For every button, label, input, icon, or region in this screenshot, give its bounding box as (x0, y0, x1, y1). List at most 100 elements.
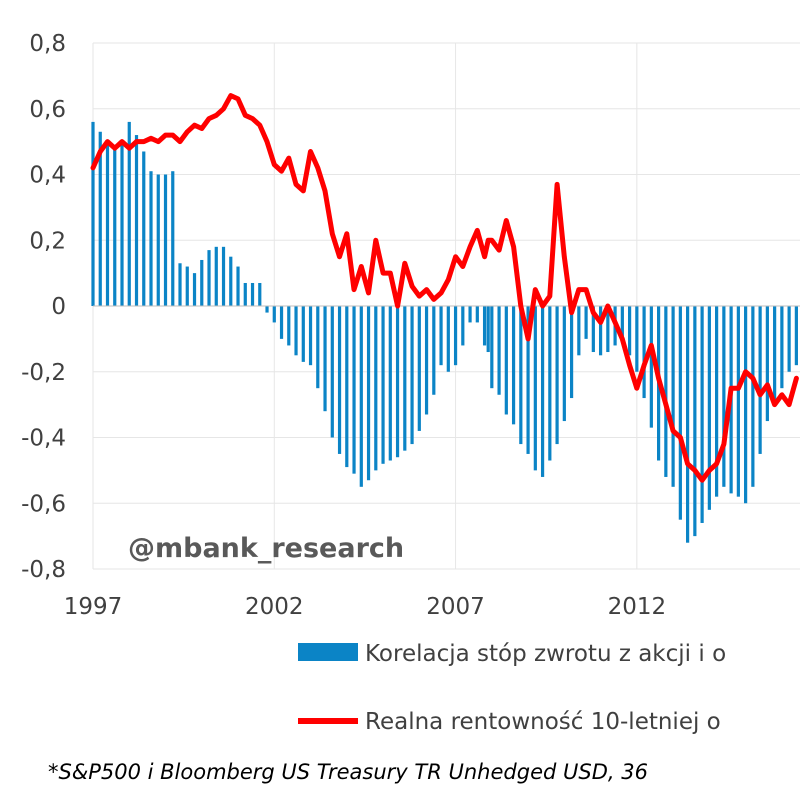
bar (214, 246, 218, 306)
bar (374, 306, 378, 471)
bar (555, 306, 559, 445)
bar (395, 306, 400, 458)
bar (352, 306, 356, 474)
bar (388, 306, 392, 461)
bar (330, 306, 334, 438)
bar (287, 306, 291, 346)
watermark-annotation: @mbank_research (128, 533, 404, 564)
bar (127, 121, 131, 307)
bar (192, 273, 197, 306)
bar (185, 266, 189, 306)
bar (381, 306, 385, 464)
bar (519, 306, 523, 445)
bar (403, 306, 407, 451)
bar (149, 171, 153, 306)
bar (279, 306, 284, 339)
bar (486, 306, 490, 353)
bar (780, 306, 784, 389)
legend-label-line: Realna rentowność 10-letniej o (365, 709, 721, 735)
bar (134, 135, 139, 306)
bar (366, 306, 371, 481)
bar (142, 151, 146, 306)
bar (736, 306, 740, 497)
bar (700, 306, 704, 523)
line-series (90, 93, 799, 483)
bar (229, 256, 233, 306)
bar (642, 306, 646, 399)
bar (787, 306, 791, 372)
bar (627, 306, 632, 356)
bar (591, 306, 595, 353)
bar (105, 141, 110, 306)
bar (345, 306, 349, 468)
y-tick-label: -0,2 (21, 360, 66, 386)
bar (475, 306, 479, 323)
x-axis-ticks: 1997 2002 2007 2012 (64, 594, 666, 620)
bar (417, 306, 421, 431)
bar (497, 306, 501, 395)
bar (715, 306, 719, 497)
bar (200, 259, 204, 306)
bar (236, 266, 240, 306)
line-path (90, 93, 799, 483)
bar (337, 306, 342, 454)
bar (671, 306, 675, 487)
bar (424, 306, 429, 415)
bar (171, 171, 175, 306)
bar (744, 306, 748, 504)
x-tick-label: 1997 (64, 594, 123, 620)
y-tick-label: 0 (51, 294, 66, 320)
footnote: *S&P500 i Bloomberg US Treasury TR Unhed… (48, 760, 648, 784)
x-tick-label: 2002 (245, 594, 304, 620)
x-tick-label: 2007 (426, 594, 485, 620)
bar (272, 306, 276, 323)
bar (693, 306, 697, 537)
bar (598, 306, 603, 356)
bar (751, 306, 755, 487)
bar (120, 141, 124, 306)
bar (156, 174, 160, 306)
bar (635, 306, 639, 372)
bar (308, 306, 313, 366)
bar (446, 306, 450, 372)
bar (439, 306, 443, 366)
bar (461, 306, 465, 346)
bar (722, 306, 726, 487)
bar (686, 306, 690, 543)
bar (250, 282, 255, 306)
bar (606, 306, 610, 353)
y-tick-label: -0,8 (21, 557, 66, 583)
bar (533, 306, 537, 471)
bar (316, 306, 320, 389)
y-tick-label: -0,6 (21, 491, 66, 517)
bar (540, 306, 545, 477)
bar (301, 306, 305, 362)
bar (243, 282, 247, 306)
bar (678, 306, 682, 520)
bar (649, 306, 653, 428)
bar (359, 306, 363, 487)
bar (410, 306, 414, 445)
bar (163, 174, 168, 306)
bar (98, 131, 102, 306)
bar (773, 306, 777, 405)
bar (526, 306, 530, 454)
legend: Korelacja stóp zwrotu z akcji i o Realna… (298, 641, 726, 735)
bar (468, 306, 472, 323)
bar (113, 148, 117, 306)
bar (569, 306, 574, 399)
bar (707, 306, 711, 510)
bar (178, 263, 182, 306)
bar (620, 306, 624, 339)
bar (562, 306, 566, 422)
bar (453, 306, 458, 366)
bar (265, 306, 269, 313)
bar (490, 306, 494, 389)
y-tick-label: 0,8 (29, 31, 66, 57)
y-axis-ticks: 0,8 0,6 0,4 0,2 0 -0,2 -0,4 -0,6 -0,8 (21, 31, 66, 583)
legend-label-bars: Korelacja stóp zwrotu z akcji i o (365, 641, 726, 667)
y-tick-label: -0,4 (21, 426, 66, 452)
bar (664, 306, 668, 477)
x-tick-label: 2012 (608, 594, 667, 620)
